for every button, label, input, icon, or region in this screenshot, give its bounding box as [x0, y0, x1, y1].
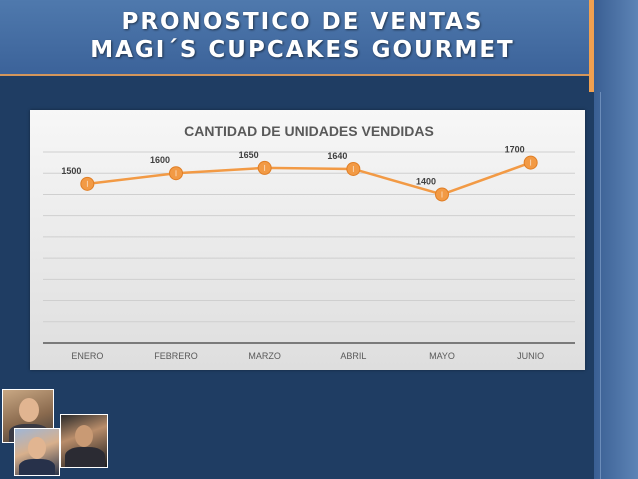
- photo-body: [65, 447, 105, 467]
- photo-face: [75, 425, 93, 447]
- photo-face: [19, 398, 39, 422]
- slide-header: [0, 0, 638, 76]
- photo-man-smiling: [14, 428, 60, 476]
- series-line: [87, 161, 532, 196]
- right-side-panel: [594, 0, 638, 479]
- x-tick-label: ABRIL: [340, 351, 366, 361]
- chart-area: CANTIDAD DE UNIDADES VENDIDAS ENERO FEBRER…: [30, 110, 585, 370]
- x-tick-label: FEBRERO: [154, 351, 198, 361]
- slide-title-line-2: MAGI´S CUPCAKES GOURMET: [90, 37, 515, 63]
- photo-face: [28, 437, 46, 459]
- data-label: 1400: [416, 176, 436, 186]
- data-label: 1650: [239, 150, 259, 160]
- x-tick-label: MAYO: [429, 351, 455, 361]
- header-accent-bar: [589, 0, 594, 92]
- line-chart: CANTIDAD DE UNIDADES VENDIDAS ENERO FEBRER…: [43, 123, 575, 361]
- data-label: 1700: [505, 145, 525, 155]
- x-tick-label: ENERO: [71, 351, 103, 361]
- data-label: 1640: [327, 151, 347, 161]
- x-tick-label: MARZO: [248, 351, 281, 361]
- slide-title-line-1: PRONOSTICO DE VENTAS: [121, 9, 484, 35]
- header-accent-line: [0, 74, 638, 76]
- data-label: 1600: [150, 155, 170, 165]
- chart-title: CANTIDAD DE UNIDADES VENDIDAS: [184, 123, 434, 139]
- photo-man-dark-suit: [60, 414, 108, 468]
- right-panel-divider: [600, 92, 601, 479]
- x-tick-label: JUNIO: [517, 351, 544, 361]
- photo-body: [19, 459, 55, 475]
- data-label: 1500: [61, 166, 81, 176]
